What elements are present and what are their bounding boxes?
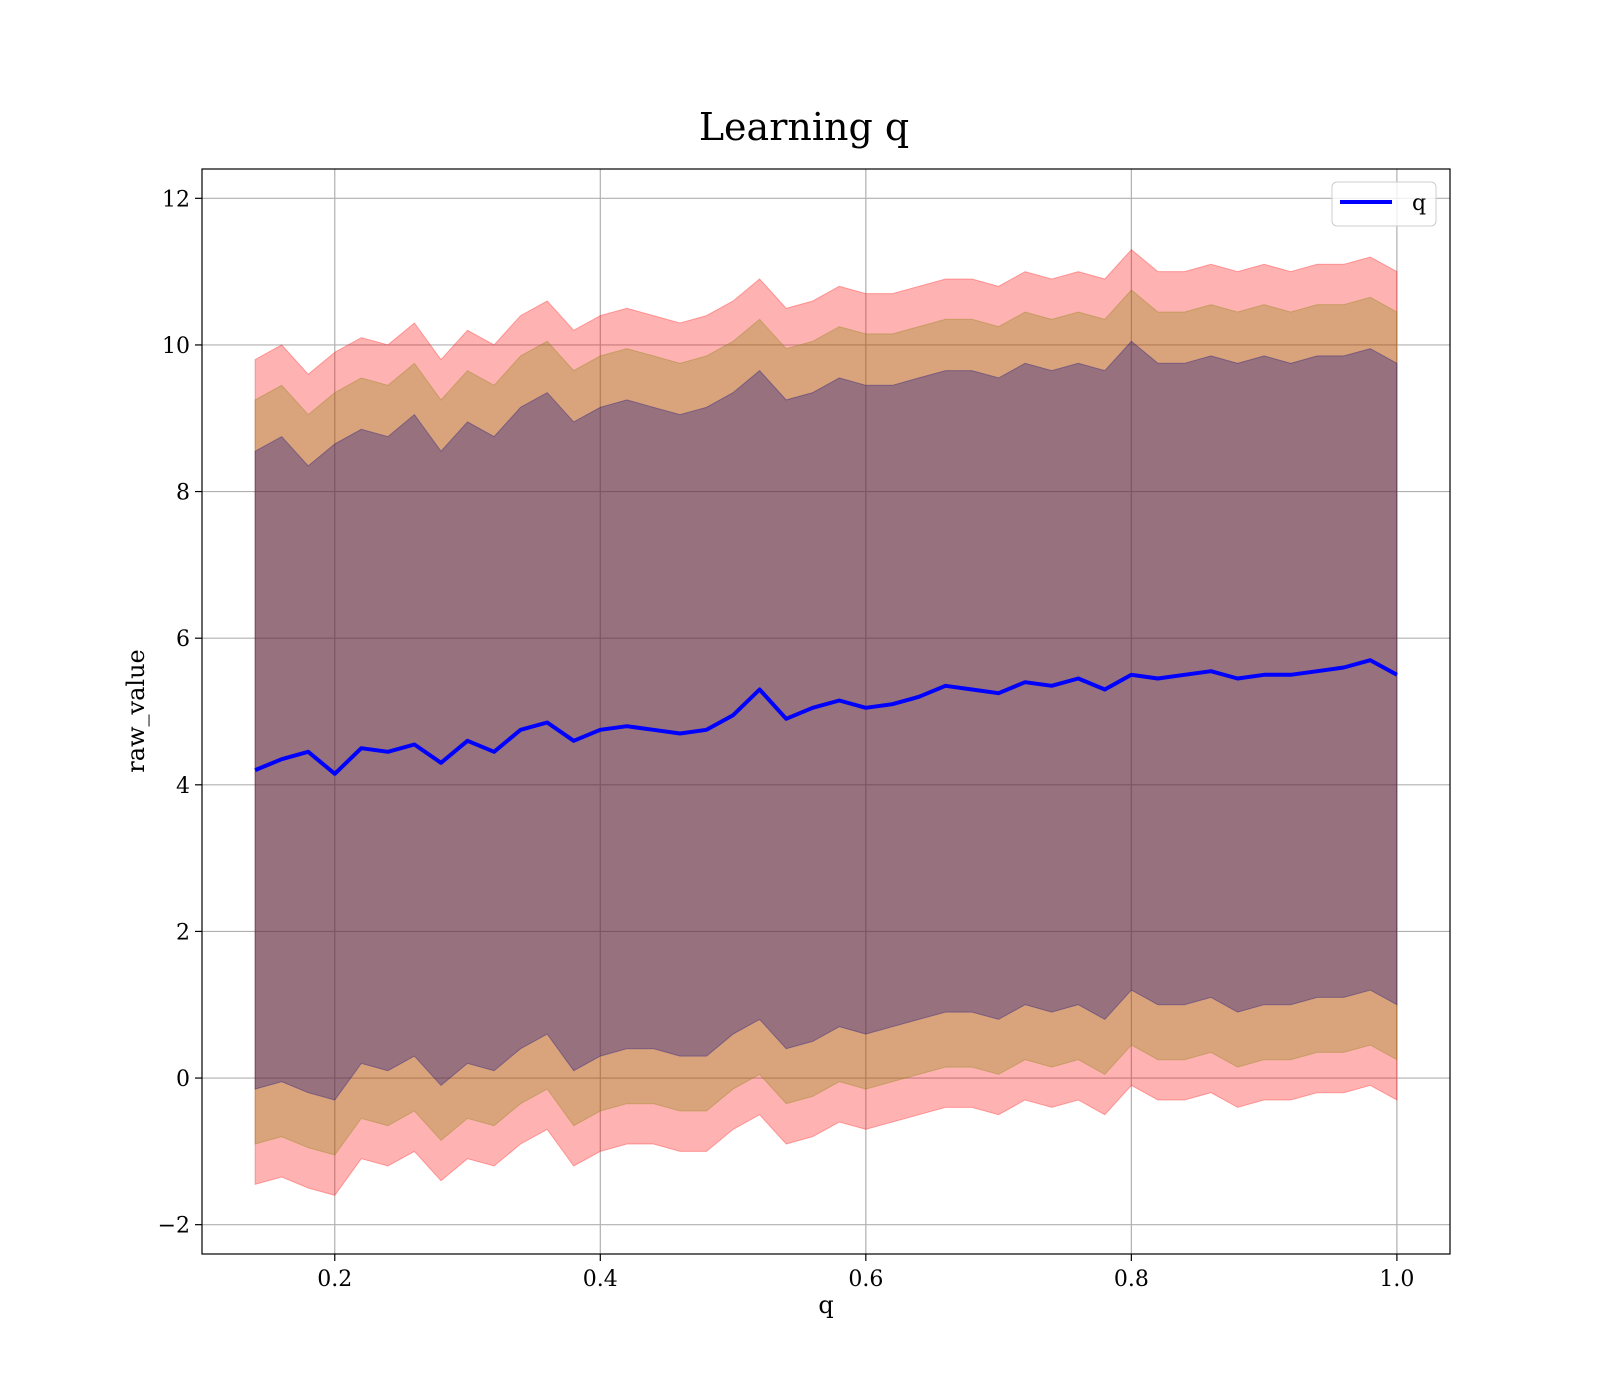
band-area <box>254 340 1398 1101</box>
confidence-bands <box>254 248 1398 1196</box>
y-axis-label: raw_value <box>122 649 150 773</box>
y-tick-label: 2 <box>176 920 190 945</box>
y-tick-label: 0 <box>176 1067 190 1092</box>
x-tick-label: 0.8 <box>1114 1267 1149 1292</box>
x-tick-label: 0.4 <box>583 1267 618 1292</box>
chart-title: Learning q <box>699 105 909 149</box>
x-tick-label: 0.6 <box>848 1267 883 1292</box>
y-tick-label: 10 <box>162 334 190 359</box>
y-tick-label: 4 <box>176 774 190 799</box>
y-tick-label: 6 <box>176 627 190 652</box>
y-tick-label: 8 <box>176 481 190 506</box>
x-tick-label: 0.2 <box>317 1267 352 1292</box>
grid-lines <box>202 169 1450 1254</box>
legend-label-q: q <box>1412 191 1426 216</box>
series-lines <box>254 658 1398 776</box>
x-axis-label: q <box>818 1291 833 1319</box>
band-area <box>254 289 1398 1156</box>
x-tick-label: 1.0 <box>1379 1267 1414 1292</box>
plot-frame <box>201 168 1451 1255</box>
y-tick-label: −2 <box>158 1214 190 1239</box>
axis-ticks: 0.2 0.4 0.6 0.8 1.0 −2 0 2 4 6 8 10 12 <box>158 187 1415 1292</box>
legend: q <box>1331 181 1437 227</box>
band-area <box>254 248 1398 1196</box>
series-line-q <box>254 658 1398 776</box>
y-tick-label: 12 <box>162 187 190 212</box>
